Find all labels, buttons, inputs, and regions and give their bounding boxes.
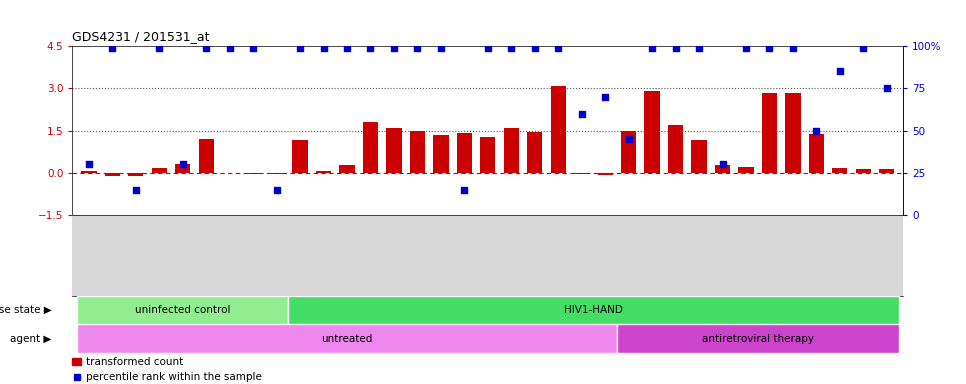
Bar <box>245 173 261 174</box>
Point <box>198 45 213 51</box>
Bar <box>785 93 801 173</box>
Point <box>433 45 448 51</box>
Bar <box>856 169 871 173</box>
Bar <box>551 86 566 173</box>
Bar <box>128 173 143 175</box>
Bar <box>621 131 637 173</box>
Bar <box>762 93 777 173</box>
Bar <box>617 324 898 353</box>
Text: disease state ▶: disease state ▶ <box>0 305 52 315</box>
Point <box>410 45 425 51</box>
Bar <box>598 173 612 175</box>
Point <box>104 45 120 51</box>
Point <box>152 45 167 51</box>
Legend: transformed count, percentile rank within the sample: transformed count, percentile rank withi… <box>72 357 262 382</box>
Point <box>621 136 637 142</box>
Text: HIV1-HAND: HIV1-HAND <box>564 305 623 315</box>
Text: uninfected control: uninfected control <box>135 305 231 315</box>
Point <box>245 45 261 51</box>
Bar <box>386 128 402 173</box>
Point <box>692 45 707 51</box>
Bar <box>574 173 589 174</box>
Bar <box>175 164 190 173</box>
Text: agent ▶: agent ▶ <box>11 334 52 344</box>
Bar <box>316 170 331 173</box>
Bar <box>434 135 448 173</box>
Text: antiretroviral therapy: antiretroviral therapy <box>701 334 813 344</box>
Point <box>339 45 355 51</box>
Bar <box>199 139 213 173</box>
Bar <box>410 131 425 173</box>
Point <box>81 161 97 167</box>
Bar <box>293 139 308 173</box>
Point <box>503 45 519 51</box>
Bar <box>152 168 167 173</box>
Point <box>715 161 730 167</box>
Point <box>574 111 589 117</box>
Point <box>175 161 190 167</box>
Point <box>527 45 543 51</box>
Point <box>128 187 144 193</box>
Point <box>762 45 778 51</box>
Point <box>879 85 895 91</box>
Point <box>363 45 379 51</box>
Bar <box>738 167 753 173</box>
Bar <box>879 169 895 173</box>
Point <box>551 45 566 51</box>
Point <box>785 45 801 51</box>
Bar <box>527 132 542 173</box>
Bar <box>644 91 660 173</box>
Point <box>386 45 402 51</box>
Bar <box>269 173 284 174</box>
Bar <box>692 139 707 173</box>
Bar <box>668 125 683 173</box>
Point <box>293 45 308 51</box>
Point <box>457 187 472 193</box>
Point <box>832 68 847 74</box>
Point <box>668 45 683 51</box>
Bar <box>809 134 824 173</box>
Point <box>222 45 238 51</box>
Bar <box>77 296 289 324</box>
Bar <box>503 128 519 173</box>
Point <box>269 187 284 193</box>
Bar <box>833 168 847 173</box>
Bar <box>480 137 496 173</box>
Bar <box>363 122 378 173</box>
Point <box>738 45 753 51</box>
Point <box>316 45 331 51</box>
Bar <box>715 165 730 173</box>
Bar <box>104 173 120 177</box>
Point <box>644 45 660 51</box>
Bar <box>77 324 617 353</box>
Point <box>480 45 496 51</box>
Bar <box>81 171 97 173</box>
Bar <box>457 133 472 173</box>
Point <box>856 45 871 51</box>
Bar <box>289 296 898 324</box>
Text: GDS4231 / 201531_at: GDS4231 / 201531_at <box>72 30 210 43</box>
Bar <box>339 165 355 173</box>
Text: untreated: untreated <box>322 334 373 344</box>
Point <box>809 127 824 134</box>
Point <box>597 94 612 100</box>
